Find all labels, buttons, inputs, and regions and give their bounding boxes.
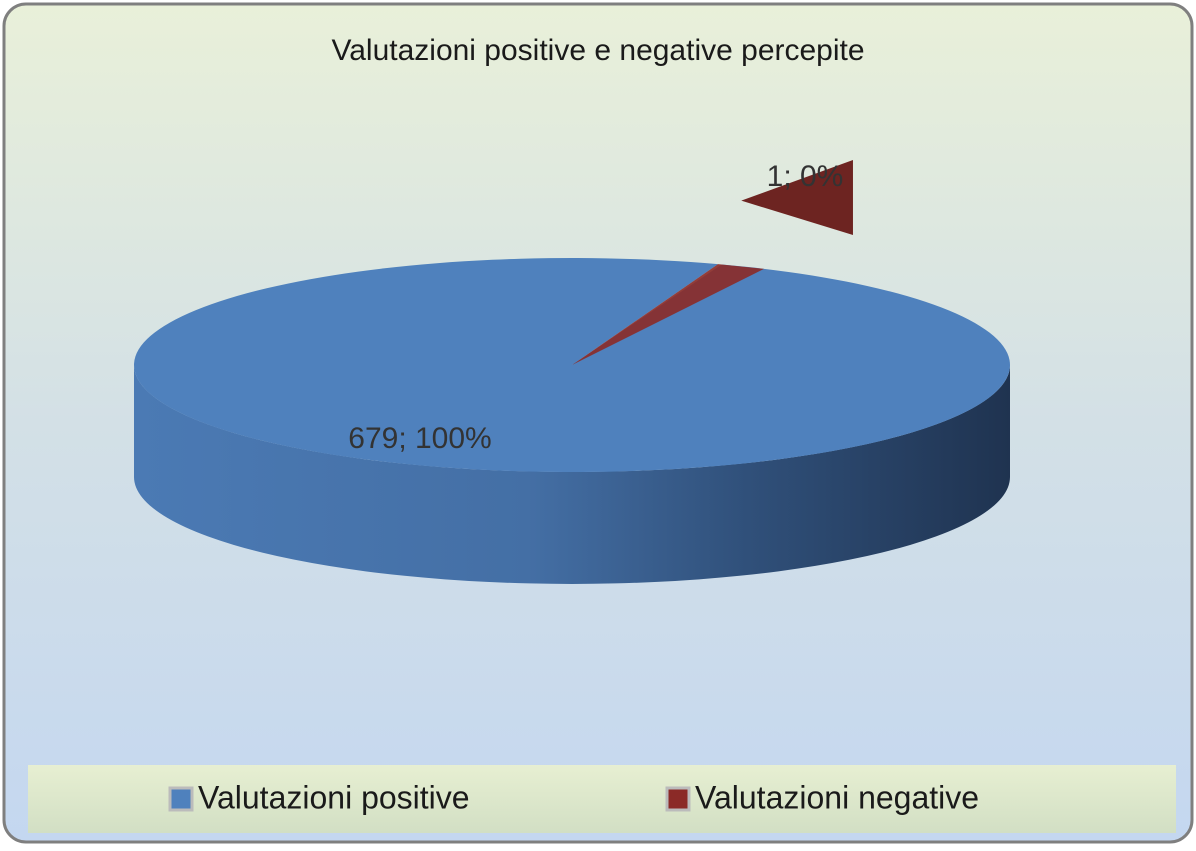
pie-side <box>134 365 1010 584</box>
legend-swatch <box>168 786 194 812</box>
pie-slice <box>572 264 765 365</box>
chart-title: Valutazioni positive e negative percepit… <box>331 34 864 67</box>
legend-swatch <box>665 786 691 812</box>
legend-label: Valutazioni negative <box>695 779 979 815</box>
legend-label: Valutazioni positive <box>198 779 470 815</box>
labels: 679; 100% Valutazioni positive 1; 0% Valuta… <box>168 160 979 815</box>
pie-slice-side <box>741 159 853 235</box>
pie-slice <box>134 258 1011 473</box>
data-label: 679; 100% <box>348 422 491 455</box>
data-label: 1; 0% <box>767 160 844 193</box>
pie <box>134 159 1011 584</box>
legend-background <box>28 765 1176 833</box>
